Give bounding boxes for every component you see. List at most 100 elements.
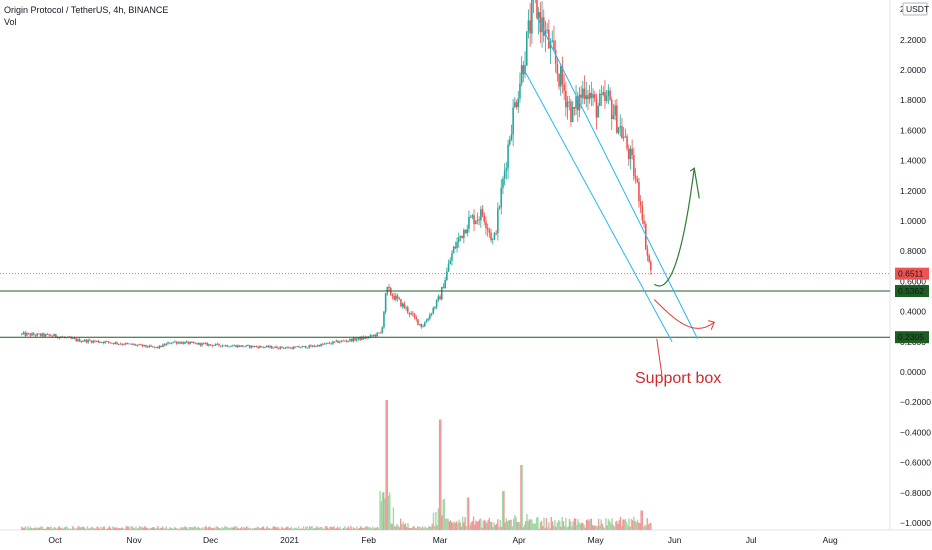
candle-body bbox=[446, 271, 448, 281]
volume-bar bbox=[517, 522, 520, 530]
volume-bar bbox=[196, 528, 198, 530]
volume-bar bbox=[565, 517, 567, 530]
volume-bar bbox=[561, 517, 563, 530]
volume-bar bbox=[271, 528, 273, 530]
y-tick-label: −1.0000 bbox=[900, 518, 931, 528]
volume-bar bbox=[503, 491, 505, 530]
chart-title: Origin Protocol / TetherUS, 4h, BINANCE bbox=[4, 5, 169, 15]
volume-bar bbox=[21, 526, 23, 530]
candle-body bbox=[614, 105, 616, 116]
candle-body bbox=[636, 178, 639, 182]
x-tick-label: Apr bbox=[512, 535, 525, 545]
volume-bar bbox=[349, 528, 351, 530]
volume-bar bbox=[553, 525, 555, 530]
candle-body bbox=[111, 342, 113, 344]
volume-bar bbox=[605, 518, 607, 530]
candle-body bbox=[556, 63, 559, 74]
volume-bar bbox=[491, 521, 493, 530]
candle-body bbox=[82, 341, 84, 342]
volume-bar bbox=[494, 525, 497, 530]
candle-body bbox=[333, 341, 336, 343]
volume-bar bbox=[290, 526, 293, 530]
volume-bar bbox=[115, 527, 118, 530]
volume-bar bbox=[138, 526, 141, 530]
volume-bar bbox=[521, 465, 523, 530]
candle-body bbox=[214, 343, 217, 346]
volume-bar bbox=[154, 528, 157, 530]
candle-body bbox=[434, 307, 436, 308]
volume-bar bbox=[291, 528, 294, 530]
candle-body bbox=[78, 339, 81, 342]
candle-body bbox=[650, 261, 652, 271]
volume-bar bbox=[351, 528, 353, 530]
volume-bar bbox=[98, 528, 101, 530]
candle-body bbox=[124, 343, 127, 345]
volume-bar bbox=[236, 526, 238, 530]
candle-body bbox=[299, 347, 302, 349]
volume-bar bbox=[261, 526, 263, 530]
volume-bar bbox=[566, 527, 568, 530]
volume-bar bbox=[26, 528, 28, 530]
candle-body bbox=[476, 219, 479, 221]
volume-bar bbox=[536, 517, 538, 530]
volume-bar bbox=[79, 527, 81, 530]
candle-body bbox=[541, 17, 543, 33]
volume-bar bbox=[519, 522, 521, 530]
volume-bar bbox=[233, 526, 236, 530]
volume-bar bbox=[481, 527, 483, 530]
candle-body bbox=[388, 286, 390, 289]
candle-body bbox=[315, 346, 317, 348]
candle-body bbox=[391, 294, 394, 297]
candle-body bbox=[172, 341, 174, 343]
candle-body bbox=[383, 311, 385, 328]
volume-bar bbox=[426, 528, 429, 530]
candle-body bbox=[279, 346, 282, 349]
volume-bar bbox=[248, 528, 250, 530]
volume-bar bbox=[493, 522, 495, 530]
volume-bar bbox=[648, 523, 651, 530]
candle-body bbox=[204, 343, 207, 344]
candle-body bbox=[638, 181, 640, 202]
volume-bar bbox=[288, 528, 290, 530]
volume-bar bbox=[384, 498, 386, 530]
volume-bar bbox=[254, 527, 256, 530]
candle-body bbox=[27, 333, 30, 335]
volume-bar bbox=[187, 528, 189, 530]
candle-body bbox=[325, 343, 327, 344]
volume-bar bbox=[92, 527, 95, 530]
candle-body bbox=[106, 341, 108, 343]
volume-bar bbox=[604, 528, 606, 530]
volume-bar bbox=[625, 521, 628, 530]
volume-bar bbox=[293, 528, 295, 530]
volume-bar bbox=[192, 527, 194, 530]
x-tick-label: Oct bbox=[48, 535, 62, 545]
volume-bar bbox=[420, 528, 423, 530]
candle-body bbox=[41, 333, 44, 336]
candle-body bbox=[180, 342, 183, 344]
candle-body bbox=[512, 107, 514, 135]
candle-body bbox=[112, 342, 115, 344]
price-tag-label: 0.6511 bbox=[898, 269, 924, 279]
candle-body bbox=[347, 340, 350, 342]
candle-body bbox=[548, 29, 550, 49]
volume-bar bbox=[238, 528, 240, 530]
volume-bar bbox=[57, 527, 59, 530]
candle-body bbox=[466, 228, 469, 234]
volume-bar bbox=[140, 526, 142, 530]
volume-bar bbox=[64, 527, 67, 530]
candle-body bbox=[267, 345, 270, 348]
candle-body bbox=[281, 346, 283, 348]
candle-body bbox=[51, 335, 54, 337]
volume-bar bbox=[132, 527, 135, 530]
candle-body bbox=[515, 102, 518, 108]
volume-bar bbox=[36, 527, 39, 530]
volume-bar bbox=[281, 526, 283, 530]
candle-body bbox=[592, 94, 594, 98]
candle-body bbox=[308, 345, 310, 348]
candle-body bbox=[374, 334, 377, 337]
candle-body bbox=[294, 346, 297, 348]
volume-bar bbox=[153, 527, 155, 530]
volume-bar bbox=[472, 516, 475, 530]
volume-bar bbox=[151, 527, 153, 530]
